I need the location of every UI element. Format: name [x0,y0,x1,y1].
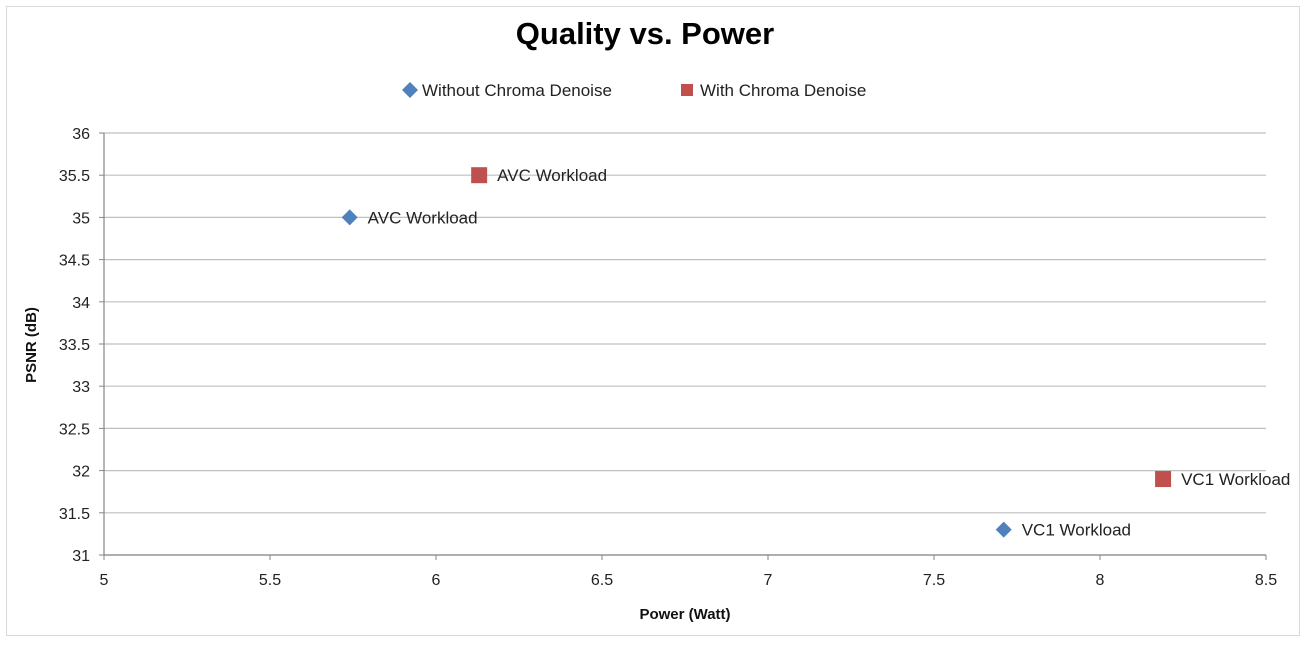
legend-label-without-chroma-denoise: Without Chroma Denoise [422,81,612,100]
y-tick-label: 35.5 [59,168,90,185]
diamond-marker-0-0 [341,209,358,226]
axes [103,133,1267,560]
y-tick-label: 32 [72,464,90,481]
legend: Without Chroma Denoise With Chroma Denoi… [402,81,866,100]
x-axis-title: Power (Watt) [639,606,730,623]
y-tick-label: 32.5 [59,421,90,438]
y-tick-label: 35 [72,210,90,227]
y-tick-label: 34 [72,295,90,312]
x-tick-label: 8 [1096,572,1105,589]
grid-lines [99,132,1266,556]
y-axis-title: PSNR (dB) [23,307,40,383]
y-tick-label: 36 [72,126,90,143]
y-tick-labels: 31 31.5 32 32.5 33 33.5 34 34.5 35 35.5 36 [59,126,90,565]
legend-marker-without-chroma-denoise [402,82,418,98]
x-tick-label: 5.5 [259,572,281,589]
point-label-1-0: AVC Workload [497,166,607,185]
y-tick-label: 31.5 [59,506,90,523]
y-tick-label: 33 [72,379,90,396]
chart-frame [6,6,1300,636]
x-tick-label: 6.5 [591,572,613,589]
y-tick-label: 33.5 [59,337,90,354]
diamond-marker-0-1 [995,521,1012,538]
point-label-1-1: VC1 Workload [1181,470,1290,489]
point-label-0-1: VC1 Workload [1022,521,1131,540]
chart-title: Quality vs. Power [516,16,774,51]
x-tick-label: 6 [432,572,441,589]
x-tick-label: 5 [100,572,109,589]
x-tick-label: 7.5 [923,572,945,589]
legend-marker-with-chroma-denoise [681,84,693,96]
legend-label-with-chroma-denoise: With Chroma Denoise [700,81,866,100]
x-tick-label: 7 [764,572,773,589]
point-label-0-0: AVC Workload [368,208,478,227]
x-tick-labels: 5 5.5 6 6.5 7 7.5 8 8.5 [100,572,1278,589]
y-tick-label: 31 [72,548,90,565]
y-tick-label: 34.5 [59,253,90,270]
data-points: AVC Workload VC1 Workload AVC Workload VC1 … [341,166,1290,540]
square-marker-1-1 [1155,471,1172,488]
x-tick-label: 8.5 [1255,572,1277,589]
square-marker-1-0 [471,167,488,184]
